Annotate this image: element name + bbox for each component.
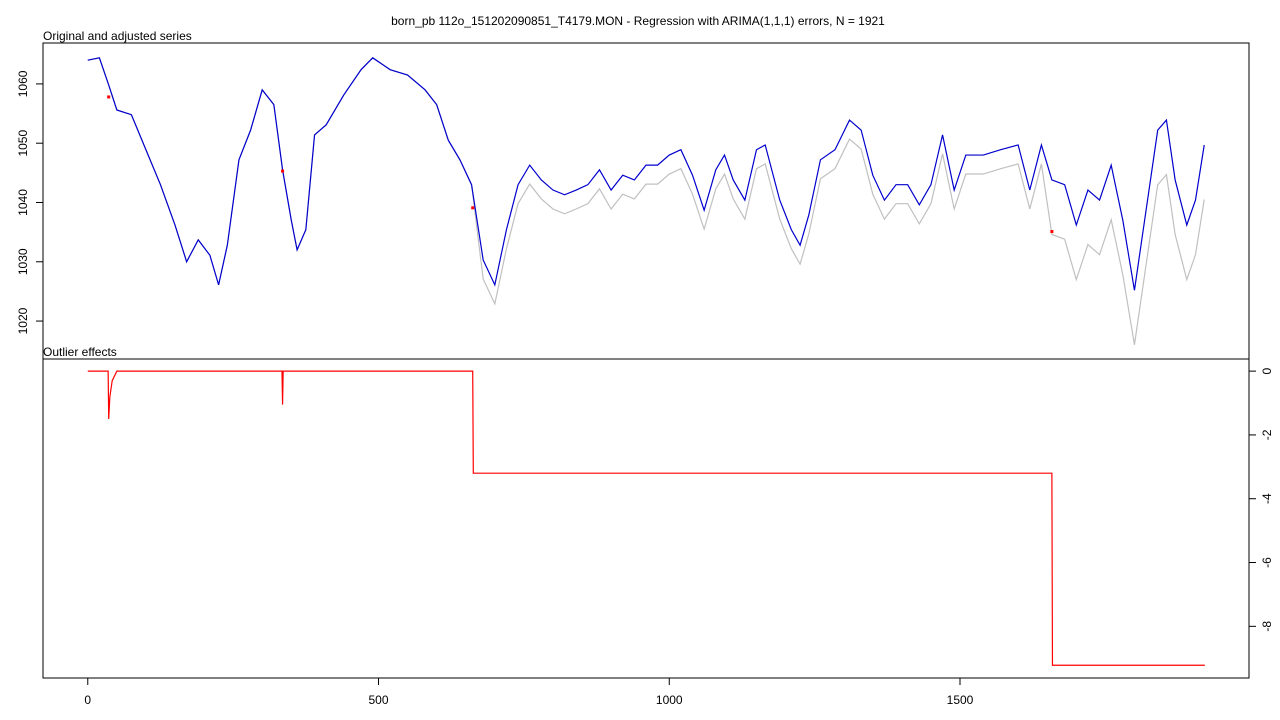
plot-frame [42,358,1250,679]
y-tick-label: -6 [1260,557,1274,568]
x-tick-label: 1000 [656,693,683,707]
series-line [87,57,1205,291]
y-tick-label: 1050 [16,130,30,157]
outlier-point [107,95,111,99]
panel-label: Original and adjusted series [43,29,192,43]
y-tick-label: 1040 [16,189,30,216]
outlier-point [471,206,475,210]
y-tick-label: 1020 [16,307,30,334]
series-line [87,370,1205,666]
x-tick-label: 500 [369,693,389,707]
outlier-point [281,169,285,173]
x-tick-label: 1500 [947,693,974,707]
panel-label: Outlier effects [43,345,117,359]
y-tick-label: -8 [1260,621,1274,632]
outlier-point [1050,230,1054,234]
x-tick-label: 0 [84,693,91,707]
y-tick-label: 1030 [16,248,30,275]
chart-title: born_pb 112o_151202090851_T4179.MON - Re… [391,14,885,28]
y-tick-label: -2 [1260,429,1274,440]
y-tick-label: -4 [1260,493,1274,504]
y-tick-label: 1060 [16,70,30,97]
y-tick-label: 0 [1260,367,1274,374]
